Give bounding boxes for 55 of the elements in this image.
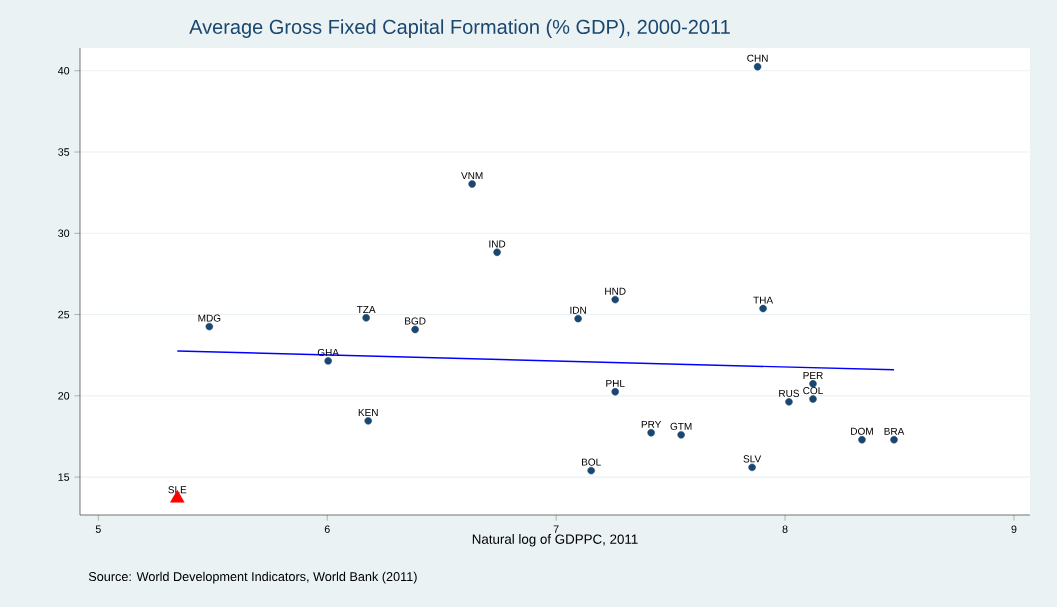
point: [748, 463, 756, 472]
x-tick-label: 6: [324, 525, 330, 533]
annotation: IND: [489, 240, 506, 248]
point: [753, 62, 762, 71]
annotation: PRY: [641, 420, 662, 428]
point: [785, 398, 793, 406]
annotation: BOL: [581, 458, 601, 466]
annotation: BGD: [405, 317, 426, 325]
point: [324, 357, 332, 365]
point: [858, 435, 866, 444]
annotation: THA: [753, 296, 774, 304]
y-tick-label: 25: [58, 310, 70, 319]
point: [364, 417, 372, 425]
y-tick-label: 35: [58, 148, 70, 156]
annotation: TZA: [356, 306, 376, 313]
point: [468, 180, 476, 188]
y-tick-label: 30: [58, 229, 70, 238]
annotation: PHL: [606, 379, 625, 387]
annotation: COL: [803, 387, 823, 395]
point: [205, 322, 214, 331]
point: [677, 431, 685, 439]
chart-title: Average Gross Fixed Capital Formation (% GDP), 2000-2011: [189, 19, 730, 38]
annotation: SLE: [168, 486, 187, 494]
x-tick-label: 5: [95, 525, 101, 533]
point: [574, 314, 582, 323]
point: [890, 435, 898, 444]
y-tick-label: 20: [58, 392, 70, 400]
annotation: HND: [605, 287, 626, 295]
annotation: CHN: [747, 54, 768, 62]
point: [411, 325, 419, 334]
annotation: SLV: [743, 455, 762, 463]
point: [362, 314, 370, 322]
x-tick-label: 7: [553, 525, 559, 533]
point: [587, 466, 595, 475]
annotation: PER: [803, 372, 823, 379]
annotation: DOM: [851, 427, 873, 435]
point: [647, 429, 655, 437]
y-tick-label: 15: [58, 473, 70, 481]
annotation: GTM: [670, 422, 692, 430]
annotation: KEN: [358, 409, 378, 416]
annotation: MDG: [198, 314, 221, 322]
point: [759, 304, 767, 313]
annotation: VNM: [461, 172, 483, 180]
annotation: IDN: [570, 306, 586, 314]
point: [493, 248, 501, 257]
point: [611, 295, 619, 304]
y-tick-label: 40: [58, 66, 70, 75]
x-axis-title: Natural log of GDPPC, 2011: [472, 534, 638, 547]
point: [809, 395, 817, 403]
annotation: BRA: [884, 427, 905, 435]
x-tick-label: 8: [782, 525, 788, 533]
point: [611, 388, 619, 396]
annotation: RUS: [779, 389, 800, 397]
source-note: Source: World Development Indicators, World Bank (2011): [88, 571, 417, 584]
x-tick-label: 9: [1011, 525, 1017, 533]
